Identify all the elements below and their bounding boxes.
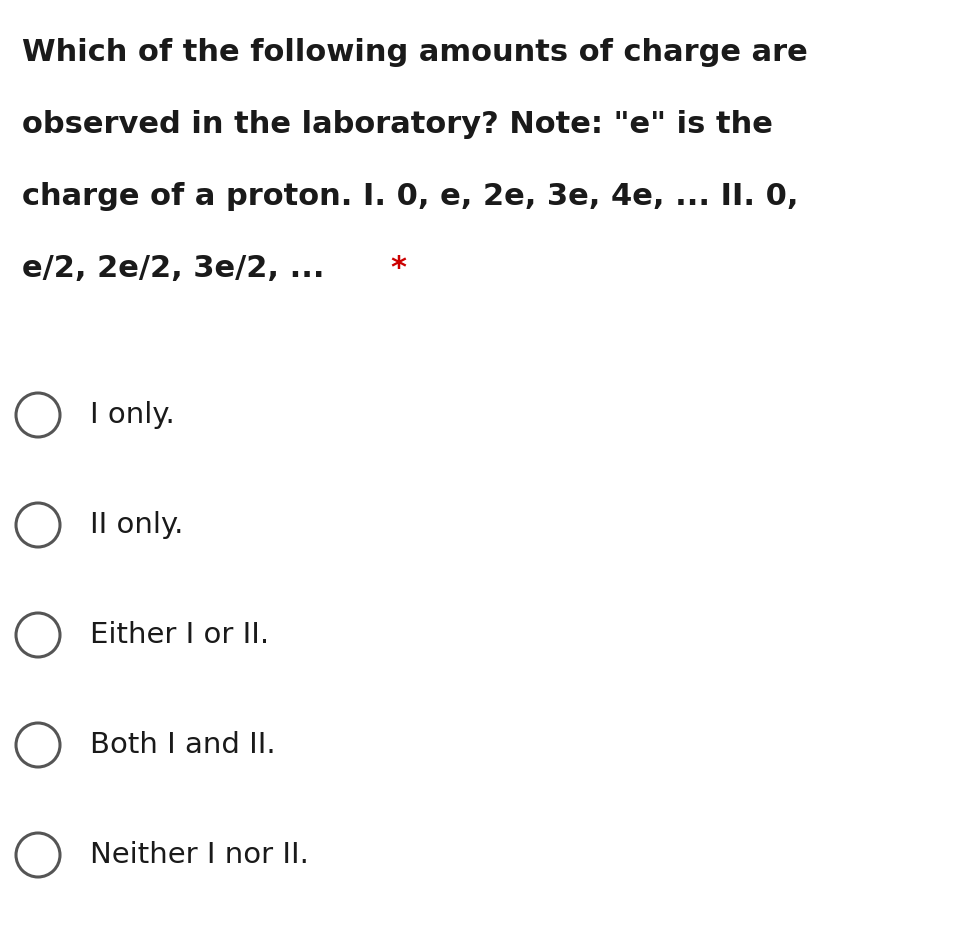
Text: II only.: II only. (90, 511, 183, 539)
Text: Both I and II.: Both I and II. (90, 731, 275, 759)
Text: e/2, 2e/2, 3e/2, ...: e/2, 2e/2, 3e/2, ... (22, 254, 335, 283)
Text: I only.: I only. (90, 401, 174, 429)
Text: charge of a proton. I. 0, e, 2e, 3e, 4e, ... II. 0,: charge of a proton. I. 0, e, 2e, 3e, 4e,… (22, 182, 799, 211)
Text: Which of the following amounts of charge are: Which of the following amounts of charge… (22, 38, 808, 67)
Text: Neither I nor II.: Neither I nor II. (90, 841, 309, 869)
Text: *: * (390, 254, 406, 283)
Text: Either I or II.: Either I or II. (90, 621, 270, 649)
Text: observed in the laboratory? Note: "e" is the: observed in the laboratory? Note: "e" is… (22, 110, 773, 139)
